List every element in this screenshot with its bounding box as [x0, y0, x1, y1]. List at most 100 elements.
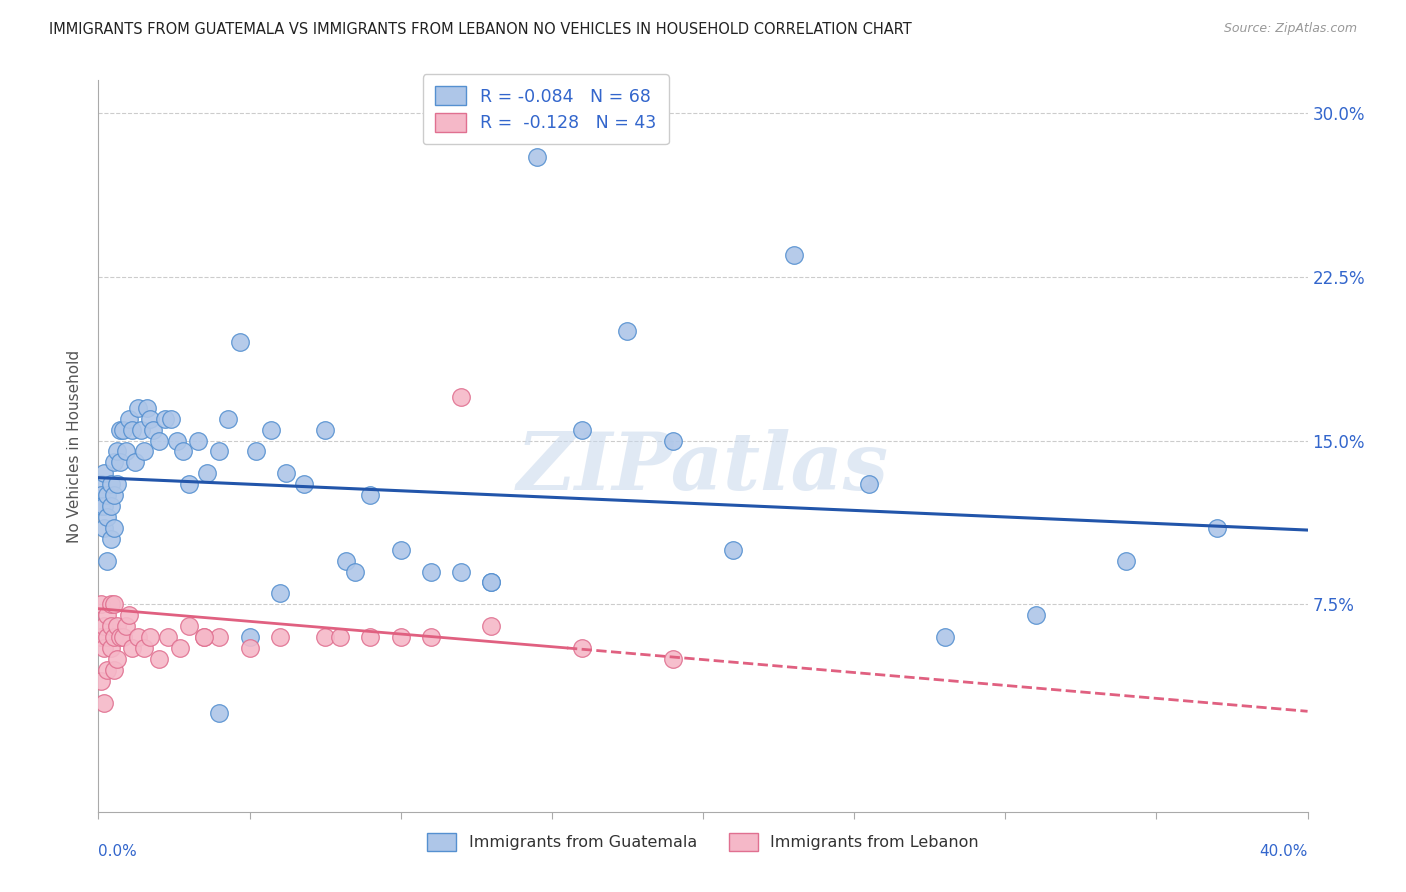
Point — [481, 619, 503, 633]
Text: ZIPatlas: ZIPatlas — [517, 429, 889, 507]
Point — [108, 630, 131, 644]
Point — [103, 630, 125, 644]
Point — [292, 477, 315, 491]
Point — [114, 444, 136, 458]
Point — [420, 565, 443, 579]
Point — [269, 586, 291, 600]
Point — [661, 652, 683, 666]
Point — [96, 488, 118, 502]
Point — [105, 477, 128, 491]
Point — [169, 640, 191, 655]
Point — [344, 565, 367, 579]
Point — [111, 423, 134, 437]
Point — [229, 335, 252, 350]
Point — [118, 608, 141, 623]
Point — [105, 652, 128, 666]
Point — [103, 488, 125, 502]
Point — [360, 630, 382, 644]
Point — [274, 467, 297, 481]
Point — [103, 455, 125, 469]
Point — [389, 630, 412, 644]
Point — [208, 706, 231, 721]
Point — [269, 630, 291, 644]
Point — [571, 640, 593, 655]
Point — [103, 597, 125, 611]
Point — [179, 619, 201, 633]
Point — [481, 575, 503, 590]
Point — [100, 532, 122, 546]
Point — [103, 521, 125, 535]
Point — [239, 640, 262, 655]
Point — [100, 619, 122, 633]
Point — [193, 630, 215, 644]
Point — [132, 640, 155, 655]
Point — [108, 455, 131, 469]
Point — [124, 455, 146, 469]
Point — [105, 444, 128, 458]
Point — [616, 324, 638, 338]
Point — [139, 630, 162, 644]
Point — [389, 542, 412, 557]
Point — [450, 390, 472, 404]
Point — [93, 619, 115, 633]
Point — [193, 630, 215, 644]
Point — [100, 477, 122, 491]
Point — [420, 630, 443, 644]
Point — [208, 444, 231, 458]
Point — [90, 630, 112, 644]
Point — [481, 575, 503, 590]
Point — [314, 423, 336, 437]
Text: 40.0%: 40.0% — [1260, 845, 1308, 860]
Point — [121, 423, 143, 437]
Point — [127, 630, 149, 644]
Point — [783, 248, 806, 262]
Point — [111, 630, 134, 644]
Point — [100, 499, 122, 513]
Point — [96, 608, 118, 623]
Point — [329, 630, 352, 644]
Point — [858, 477, 880, 491]
Point — [260, 423, 283, 437]
Point — [90, 477, 112, 491]
Point — [129, 423, 152, 437]
Point — [156, 630, 179, 644]
Point — [450, 565, 472, 579]
Text: Source: ZipAtlas.com: Source: ZipAtlas.com — [1223, 22, 1357, 36]
Point — [93, 640, 115, 655]
Point — [90, 673, 112, 688]
Point — [90, 597, 112, 611]
Point — [172, 444, 194, 458]
Point — [108, 423, 131, 437]
Point — [148, 434, 170, 448]
Point — [934, 630, 956, 644]
Point — [93, 521, 115, 535]
Point — [166, 434, 188, 448]
Point — [208, 630, 231, 644]
Point — [114, 619, 136, 633]
Point — [132, 444, 155, 458]
Point — [127, 401, 149, 415]
Point — [139, 411, 162, 425]
Point — [360, 488, 382, 502]
Point — [118, 411, 141, 425]
Point — [93, 696, 115, 710]
Point — [100, 597, 122, 611]
Point — [142, 423, 165, 437]
Point — [526, 150, 548, 164]
Point — [121, 640, 143, 655]
Point — [93, 499, 115, 513]
Point — [1115, 554, 1137, 568]
Point — [1206, 521, 1229, 535]
Point — [245, 444, 267, 458]
Point — [93, 467, 115, 481]
Point — [160, 411, 183, 425]
Point — [153, 411, 176, 425]
Y-axis label: No Vehicles in Household: No Vehicles in Household — [67, 350, 83, 542]
Point — [90, 499, 112, 513]
Point — [103, 663, 125, 677]
Point — [96, 554, 118, 568]
Text: IMMIGRANTS FROM GUATEMALA VS IMMIGRANTS FROM LEBANON NO VEHICLES IN HOUSEHOLD CO: IMMIGRANTS FROM GUATEMALA VS IMMIGRANTS … — [49, 22, 912, 37]
Point — [100, 640, 122, 655]
Point — [335, 554, 357, 568]
Point — [195, 467, 218, 481]
